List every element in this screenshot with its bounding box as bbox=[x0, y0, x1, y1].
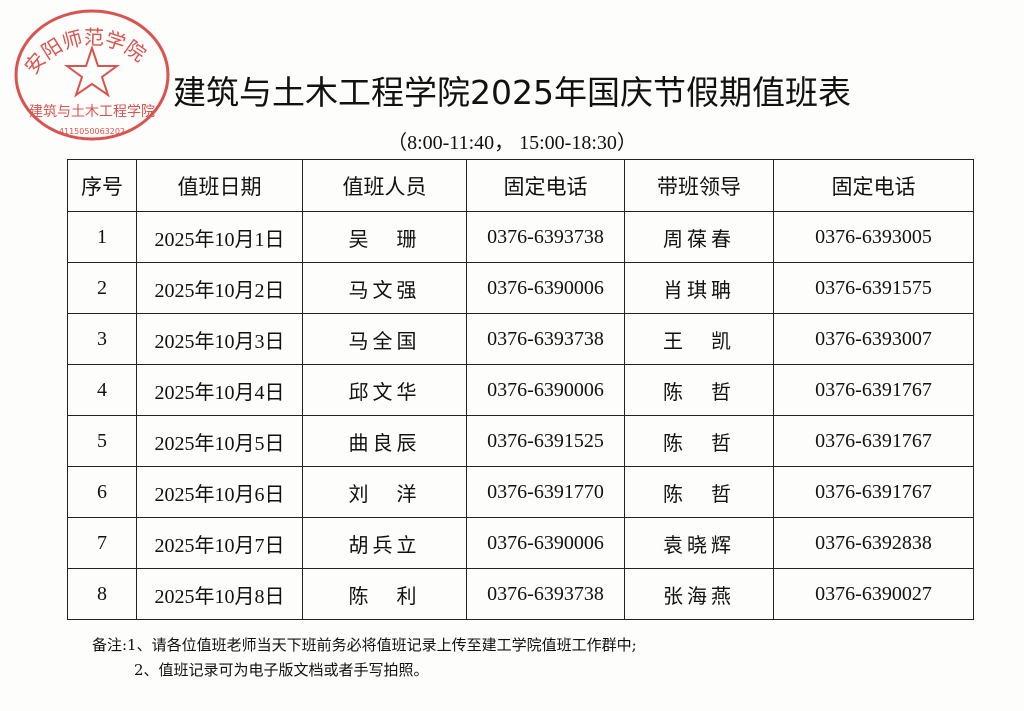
cell-staff: 吴 珊 bbox=[302, 211, 467, 263]
cell-leader: 王 凯 bbox=[624, 313, 774, 365]
table-row: 5 2025年10月5日 曲良辰 0376-6391525 陈 哲 0376-639176… bbox=[67, 415, 974, 467]
note-1: 备注:1、请各位值班老师当天下班前务必将值班记录上传至建工学院值班工作群中; bbox=[92, 636, 637, 654]
cell-leader-phone: 0376-6391767 bbox=[773, 415, 974, 467]
cell-date: 2025年10月3日 bbox=[136, 313, 303, 365]
header-leader: 带班领导 bbox=[624, 159, 774, 212]
cell-index: 2 bbox=[67, 262, 137, 314]
cell-date: 2025年10月4日 bbox=[136, 364, 303, 416]
header-staff-phone: 固定电话 bbox=[466, 159, 625, 212]
notes: 备注:1、请各位值班老师当天下班前务必将值班记录上传至建工学院值班工作群中; 2… bbox=[92, 633, 637, 683]
cell-staff-phone: 0376-6390006 bbox=[466, 364, 625, 416]
table-row: 8 2025年10月8日陈 利 0376-6393738 张海燕 0376-639002… bbox=[67, 568, 974, 620]
cell-index: 4 bbox=[67, 364, 137, 416]
cell-date: 2025年10月7日 bbox=[136, 517, 303, 569]
duty-hours: （8:00-11:40， 15:00-18:30） bbox=[387, 132, 637, 154]
table-row: 7 2025年10月7日 胡兵立 0376-6390006 袁晓辉 0376-639283… bbox=[67, 517, 974, 569]
page-title: 建筑与土木工程学院2025年国庆节假期值班表 bbox=[173, 73, 851, 112]
header-index: 序号 bbox=[67, 159, 137, 212]
cell-staff: 刘 洋 bbox=[302, 466, 467, 518]
cell-staff: 曲良辰 bbox=[302, 415, 467, 467]
cell-staff-phone: 0376-6390006 bbox=[466, 517, 625, 569]
table-row: 6 2025年10月6日刘 洋 0376-6391770 陈 哲 0376-639176… bbox=[67, 466, 974, 518]
table-row: 3 2025年10月3日 马全国 0376-6393738 王 凯 0376-639300… bbox=[67, 313, 974, 365]
cell-date: 2025年10月6日 bbox=[136, 466, 303, 518]
cell-leader: 张海燕 bbox=[624, 568, 774, 620]
cell-leader-phone: 0376-6393005 bbox=[773, 211, 974, 263]
cell-staff: 马文强 bbox=[302, 262, 467, 314]
cell-leader-phone: 0376-6392838 bbox=[773, 517, 974, 569]
cell-date: 2025年10月5日 bbox=[136, 415, 303, 467]
cell-staff: 马全国 bbox=[302, 313, 467, 365]
cell-staff-phone: 0376-6393738 bbox=[466, 313, 625, 365]
cell-index: 7 bbox=[67, 517, 137, 569]
cell-staff-phone: 0376-6391770 bbox=[466, 466, 625, 518]
table-row: 2 2025年10月2日 马文强 0376-6390006 肖琪聃 0376-639157… bbox=[67, 262, 974, 314]
table-row: 1 2025年10月1日吴 珊 0376-6393738 周葆春 0376-639300… bbox=[67, 211, 974, 263]
cell-staff-phone: 0376-6391525 bbox=[466, 415, 625, 467]
header-date: 值班日期 bbox=[136, 159, 303, 212]
cell-date: 2025年10月8日 bbox=[136, 568, 303, 620]
svg-text:建筑与土木工程学院: 建筑与土木工程学院 bbox=[29, 104, 155, 120]
header-leader-phone: 固定电话 bbox=[773, 159, 974, 212]
official-seal: 安阳师范学院 建筑与土木工程学院 4115050063202 bbox=[14, 9, 170, 141]
duty-table: 序号 值班日期 值班人员 固定电话 带班领导 固定电话 1 2025年10月1日吴… bbox=[67, 159, 974, 620]
table-row: 4 2025年10月4日 邱文华 0376-6390006 陈 哲 0376-639176… bbox=[67, 364, 974, 416]
cell-index: 6 bbox=[67, 466, 137, 518]
header-staff: 值班人员 bbox=[302, 159, 467, 212]
cell-leader-phone: 0376-6393007 bbox=[773, 313, 974, 365]
cell-leader-phone: 0376-6391767 bbox=[773, 364, 974, 416]
table-header-row: 序号 值班日期 值班人员 固定电话 带班领导 固定电话 bbox=[67, 159, 974, 212]
note-2: 2、值班记录可为电子版文档或者手写拍照。 bbox=[134, 661, 429, 679]
cell-leader: 周葆春 bbox=[624, 211, 774, 263]
cell-index: 5 bbox=[67, 415, 137, 467]
cell-leader-phone: 0376-6391575 bbox=[773, 262, 974, 314]
cell-staff-phone: 0376-6390006 bbox=[466, 262, 625, 314]
cell-leader: 陈 哲 bbox=[624, 466, 774, 518]
cell-leader-phone: 0376-6391767 bbox=[773, 466, 974, 518]
cell-staff-phone: 0376-6393738 bbox=[466, 568, 625, 620]
cell-date: 2025年10月1日 bbox=[136, 211, 303, 263]
cell-leader: 陈 哲 bbox=[624, 415, 774, 467]
cell-staff: 胡兵立 bbox=[302, 517, 467, 569]
cell-index: 3 bbox=[67, 313, 137, 365]
cell-staff-phone: 0376-6393738 bbox=[466, 211, 625, 263]
cell-leader: 袁晓辉 bbox=[624, 517, 774, 569]
cell-leader: 肖琪聃 bbox=[624, 262, 774, 314]
svg-text:4115050063202: 4115050063202 bbox=[59, 127, 125, 136]
cell-leader: 陈 哲 bbox=[624, 364, 774, 416]
cell-index: 1 bbox=[67, 211, 137, 263]
cell-staff: 邱文华 bbox=[302, 364, 467, 416]
cell-leader-phone: 0376-6390027 bbox=[773, 568, 974, 620]
cell-index: 8 bbox=[67, 568, 137, 620]
cell-date: 2025年10月2日 bbox=[136, 262, 303, 314]
cell-staff: 陈 利 bbox=[302, 568, 467, 620]
